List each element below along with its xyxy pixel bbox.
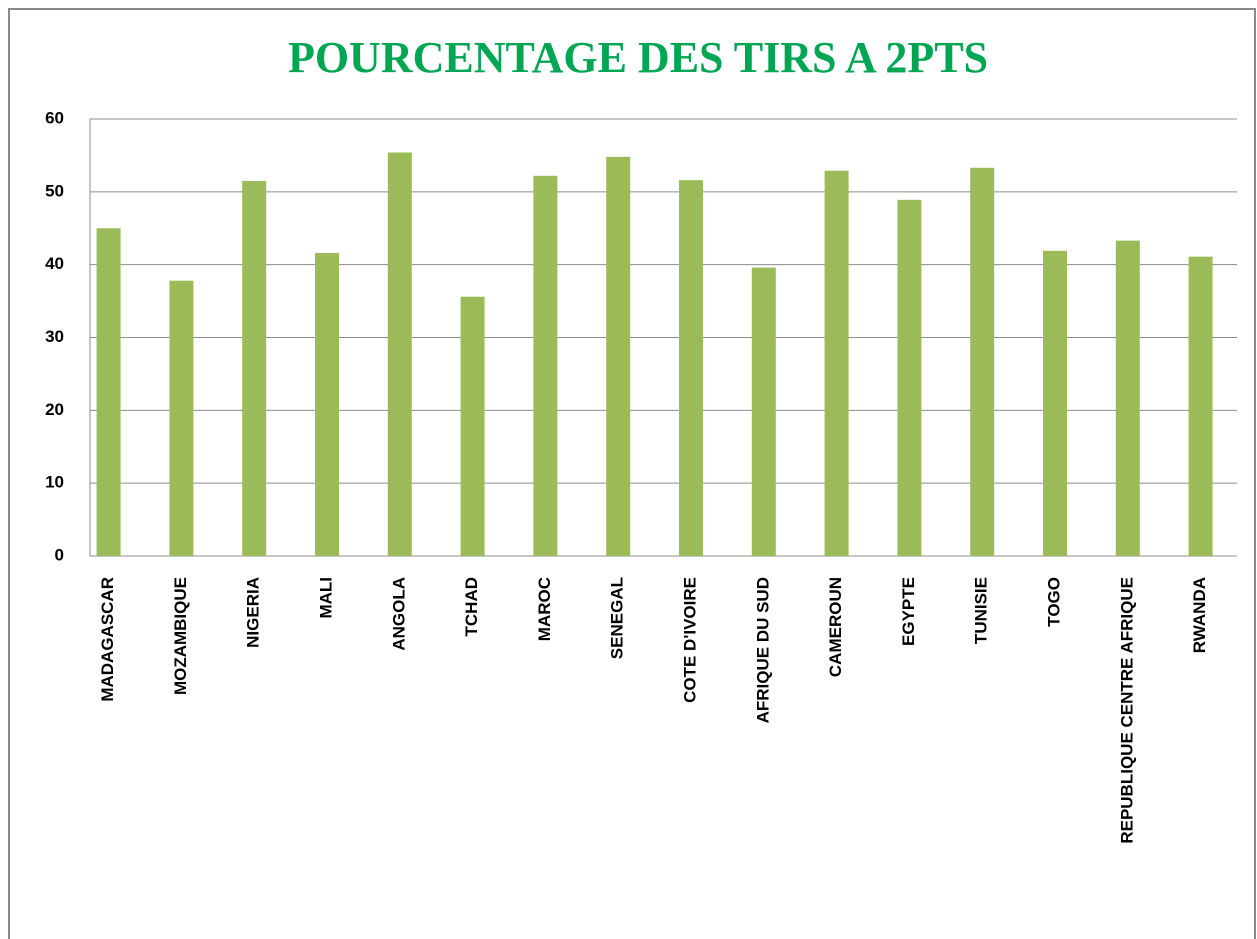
bar <box>96 228 121 556</box>
bar <box>169 280 194 556</box>
bar <box>387 152 412 556</box>
bar <box>606 156 631 556</box>
x-tick-label: MAROC <box>535 577 554 641</box>
x-tick-label: CAMEROUN <box>826 577 845 677</box>
y-tick-label: 30 <box>45 327 64 346</box>
bar <box>679 180 703 556</box>
x-tick-label: RWANDA <box>1190 577 1209 653</box>
x-tick-label: TUNISIE <box>972 577 991 644</box>
bar <box>897 199 922 556</box>
x-tick-label: TOGO <box>1044 577 1063 627</box>
x-tick-label: COTE D'IVOIRE <box>680 577 699 703</box>
x-tick-label: EGYPTE <box>899 577 918 646</box>
bar <box>315 253 339 556</box>
x-tick-label: NIGERIA <box>244 577 263 648</box>
x-tick-label: TCHAD <box>462 577 481 637</box>
bar <box>1188 256 1213 556</box>
y-tick-label: 60 <box>45 108 64 127</box>
bar <box>533 175 558 556</box>
x-tick-label: MOZAMBIQUE <box>171 577 190 695</box>
bar <box>242 180 267 557</box>
x-tick-label: MALI <box>316 577 335 619</box>
x-tick-label: REPUBLIQUE CENTRE AFRIQUE <box>1117 577 1136 844</box>
y-tick-label: 20 <box>45 400 64 419</box>
y-tick-label: 50 <box>45 181 64 200</box>
x-tick-label: MADAGASCAR <box>98 577 117 702</box>
y-tick-label: 0 <box>55 545 64 564</box>
y-tick-label: 40 <box>45 254 64 273</box>
bar <box>1043 250 1067 556</box>
y-tick-label: 10 <box>45 473 64 492</box>
chart-frame <box>8 8 1256 939</box>
bar <box>824 170 849 556</box>
x-tick-label: AFRIQUE DU SUD <box>753 577 772 723</box>
bar <box>751 267 776 556</box>
bar <box>970 167 995 556</box>
chart-title: POURCENTAGE DES TIRS A 2PTS <box>288 33 988 82</box>
bar <box>1115 240 1140 557</box>
x-tick-label: ANGOLA <box>389 577 408 651</box>
bar <box>460 296 485 556</box>
x-tick-label: SENEGAL <box>608 577 627 659</box>
